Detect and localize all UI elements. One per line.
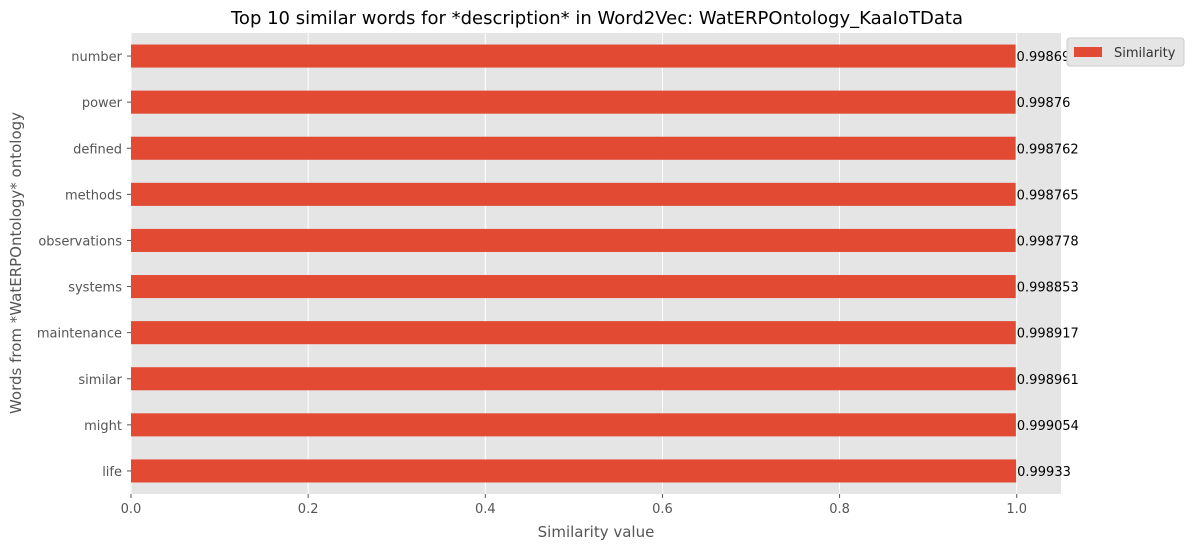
data-label-number: 0.998698 <box>1017 50 1079 65</box>
legend-entry-similarity: Similarity <box>1114 46 1176 61</box>
x-tick-label: 0.2 <box>298 502 319 517</box>
x-tick-label: 1.0 <box>1006 502 1027 517</box>
y-axis-label: Words from *WatERPOntology* ontology <box>7 112 25 414</box>
x-tick-label: 0.6 <box>652 502 673 517</box>
y-tick-label-life: life <box>102 465 122 480</box>
y-tick-label-observations: observations <box>38 234 122 249</box>
bar-methods <box>131 182 1016 206</box>
x-tick-labels: 0.0 0.2 0.4 0.6 0.8 1.0 <box>121 494 1027 517</box>
data-label-might: 0.999054 <box>1017 419 1079 434</box>
y-tick-label-defined: defined <box>73 142 122 157</box>
data-label-life: 0.99933 <box>1017 465 1071 480</box>
bars <box>131 44 1017 483</box>
y-tick-label-similar: similar <box>78 373 122 388</box>
bar-number <box>131 44 1016 68</box>
y-tick-label-maintenance: maintenance <box>37 327 122 342</box>
x-axis-label: Similarity value <box>538 523 655 541</box>
bar-similar <box>131 367 1016 391</box>
data-label-defined: 0.998762 <box>1017 142 1079 157</box>
data-label-methods: 0.998765 <box>1017 188 1079 203</box>
y-tick-label-power: power <box>82 96 123 111</box>
data-label-observations: 0.998778 <box>1017 234 1079 249</box>
x-tick-label: 0.0 <box>121 502 142 517</box>
data-label-systems: 0.998853 <box>1017 281 1079 296</box>
bar-life <box>131 459 1017 483</box>
y-tick-label-methods: methods <box>65 188 122 203</box>
y-tick-label-number: number <box>71 50 122 65</box>
legend-box <box>1066 37 1185 67</box>
data-labels: 0.99933 0.999054 0.998961 0.998917 0.998853 0… <box>1017 50 1079 480</box>
chart-title: Top 10 similar words for *description* i… <box>230 8 963 29</box>
bar-defined <box>131 136 1016 160</box>
y-tick-label-systems: systems <box>68 281 122 296</box>
legend: Similarity <box>1066 37 1185 67</box>
data-label-power: 0.99876 <box>1017 96 1071 111</box>
bar-power <box>131 90 1016 114</box>
y-tick-labels: life might similar maintenance systems observ… <box>37 50 131 480</box>
legend-swatch <box>1074 47 1102 57</box>
bar-maintenance <box>131 321 1016 345</box>
data-label-maintenance: 0.998917 <box>1017 327 1079 342</box>
y-tick-label-might: might <box>84 419 122 434</box>
x-tick-label: 0.4 <box>475 502 496 517</box>
data-label-similar: 0.998961 <box>1017 373 1079 388</box>
x-tick-label: 0.8 <box>829 502 850 517</box>
bar-observations <box>131 228 1016 252</box>
bar-systems <box>131 275 1016 299</box>
bar-might <box>131 413 1016 437</box>
